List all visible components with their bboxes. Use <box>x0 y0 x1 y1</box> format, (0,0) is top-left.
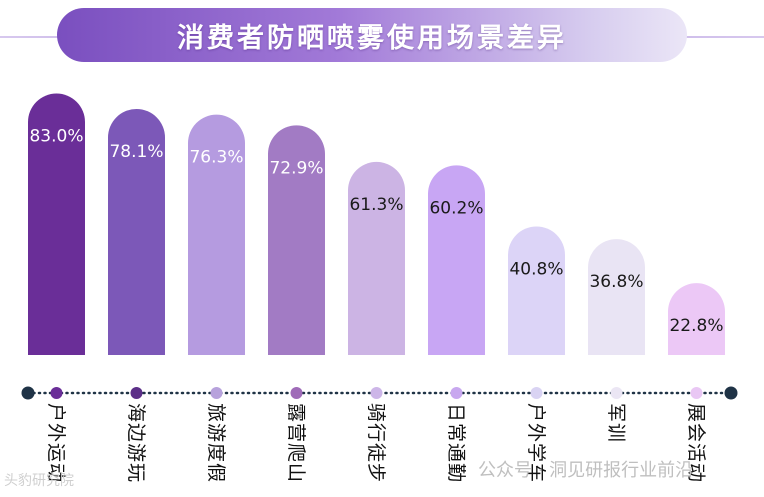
category-label-海边游玩: 海边游玩 <box>125 403 147 483</box>
watermark-right: 公众号 · 洞见研报行业前沿 <box>478 456 693 482</box>
axis-dot-户外学车 <box>531 387 543 399</box>
value-label-日常通勤: 60.2% <box>429 198 483 218</box>
axis-dot-海边游玩 <box>131 387 143 399</box>
value-label-军训: 36.8% <box>589 272 643 292</box>
axis-dot-露营爬山 <box>291 387 303 399</box>
bar-chart: 83.0% 78.1% 76.3% 72.9% 61.3% 60.2% 40.8% 36.8%… <box>0 0 764 497</box>
axis-end-dot <box>22 387 35 400</box>
category-label-旅游度假: 旅游度假 <box>205 403 227 483</box>
axis-dot-日常通勤 <box>451 387 463 399</box>
axis-end-dot <box>725 387 738 400</box>
category-label-露营爬山: 露营爬山 <box>285 403 307 483</box>
axis-dot-户外运动 <box>51 387 63 399</box>
value-label-露营爬山: 72.9% <box>269 158 323 178</box>
axis-dot-旅游度假 <box>211 387 223 399</box>
axis-dot-展会活动 <box>691 387 703 399</box>
value-label-户外运动: 83.0% <box>29 127 83 147</box>
watermark-left: 头豹研究院 <box>4 470 74 490</box>
axis-dot-骑行徒步 <box>371 387 383 399</box>
category-label-军训: 军训 <box>605 403 627 443</box>
value-label-海边游玩: 78.1% <box>109 142 163 162</box>
bar-军训 <box>588 239 645 355</box>
value-label-展会活动: 22.8% <box>669 316 723 336</box>
bar-日常通勤 <box>428 165 485 355</box>
value-label-户外学车: 40.8% <box>509 259 563 279</box>
value-label-旅游度假: 76.3% <box>189 148 243 168</box>
bar-骑行徒步 <box>348 162 405 355</box>
bar-户外学车 <box>508 226 565 355</box>
axis-dot-军训 <box>611 387 623 399</box>
value-label-骑行徒步: 61.3% <box>349 195 403 215</box>
category-label-日常通勤: 日常通勤 <box>445 403 467 483</box>
category-label-骑行徒步: 骑行徒步 <box>365 403 387 483</box>
